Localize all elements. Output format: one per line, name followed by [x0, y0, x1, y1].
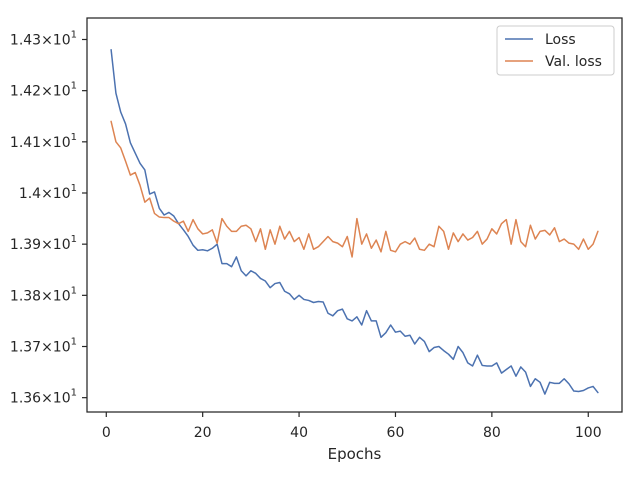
y-tick-exponent: 1	[71, 285, 77, 296]
x-tick-label: 20	[194, 425, 212, 441]
plot-frame	[86, 17, 623, 413]
y-tick-base: 1.41	[10, 135, 41, 151]
x-axis: 0 20 40 60 80 100	[102, 412, 602, 441]
x-tick-label: 100	[575, 425, 602, 441]
y-tick-label: 1.41×101	[10, 132, 77, 151]
y-tick-base: 1.4	[19, 186, 41, 202]
y-tick-exponent: 1	[71, 183, 77, 194]
series-line-val-loss	[110, 120, 599, 258]
y-tick-base: 1.42	[10, 84, 41, 100]
y-tick-exponent: 1	[71, 234, 77, 245]
y-tick-label: 1.39×101	[10, 234, 77, 253]
y-tick-label: 1.36×101	[10, 388, 77, 407]
y-tick-label: 1.4×101	[19, 183, 77, 202]
y-tick-base: 1.38	[10, 288, 41, 304]
y-tick-times: ×10	[41, 84, 71, 100]
y-tick-times: ×10	[41, 135, 71, 151]
series-line-loss	[110, 48, 599, 395]
y-tick-exponent: 1	[71, 81, 77, 92]
plot-lines	[110, 48, 599, 395]
y-tick-label: 1.38×101	[10, 285, 77, 304]
y-tick-label: 1.43×101	[10, 29, 77, 48]
x-tick-label: 40	[290, 425, 308, 441]
x-tick-label: 80	[483, 425, 501, 441]
y-tick-exponent: 1	[71, 388, 77, 399]
x-axis-label: Epochs	[328, 445, 382, 463]
legend-label: Val. loss	[545, 54, 602, 70]
y-tick-times: ×10	[41, 288, 71, 304]
legend-label: Loss	[545, 32, 576, 48]
y-tick-label: 1.42×101	[10, 81, 77, 100]
legend: Loss Val. loss	[496, 25, 615, 76]
y-tick-exponent: 1	[71, 337, 77, 348]
x-tick-label: 0	[102, 425, 111, 441]
y-axis: 1.36×1011.37×1011.38×1011.39×1011.4×1011…	[10, 29, 87, 407]
y-tick-base: 1.39	[10, 237, 41, 253]
y-tick-exponent: 1	[71, 29, 77, 40]
y-tick-times: ×10	[41, 340, 71, 356]
y-tick-times: ×10	[41, 391, 71, 407]
y-tick-label: 1.37×101	[10, 337, 77, 356]
y-tick-exponent: 1	[71, 132, 77, 143]
y-tick-times: ×10	[41, 237, 71, 253]
y-tick-times: ×10	[41, 186, 71, 202]
y-tick-base: 1.37	[10, 340, 41, 356]
y-tick-base: 1.43	[10, 32, 41, 48]
x-tick-label: 60	[387, 425, 405, 441]
y-tick-base: 1.36	[10, 391, 41, 407]
y-tick-times: ×10	[41, 32, 71, 48]
